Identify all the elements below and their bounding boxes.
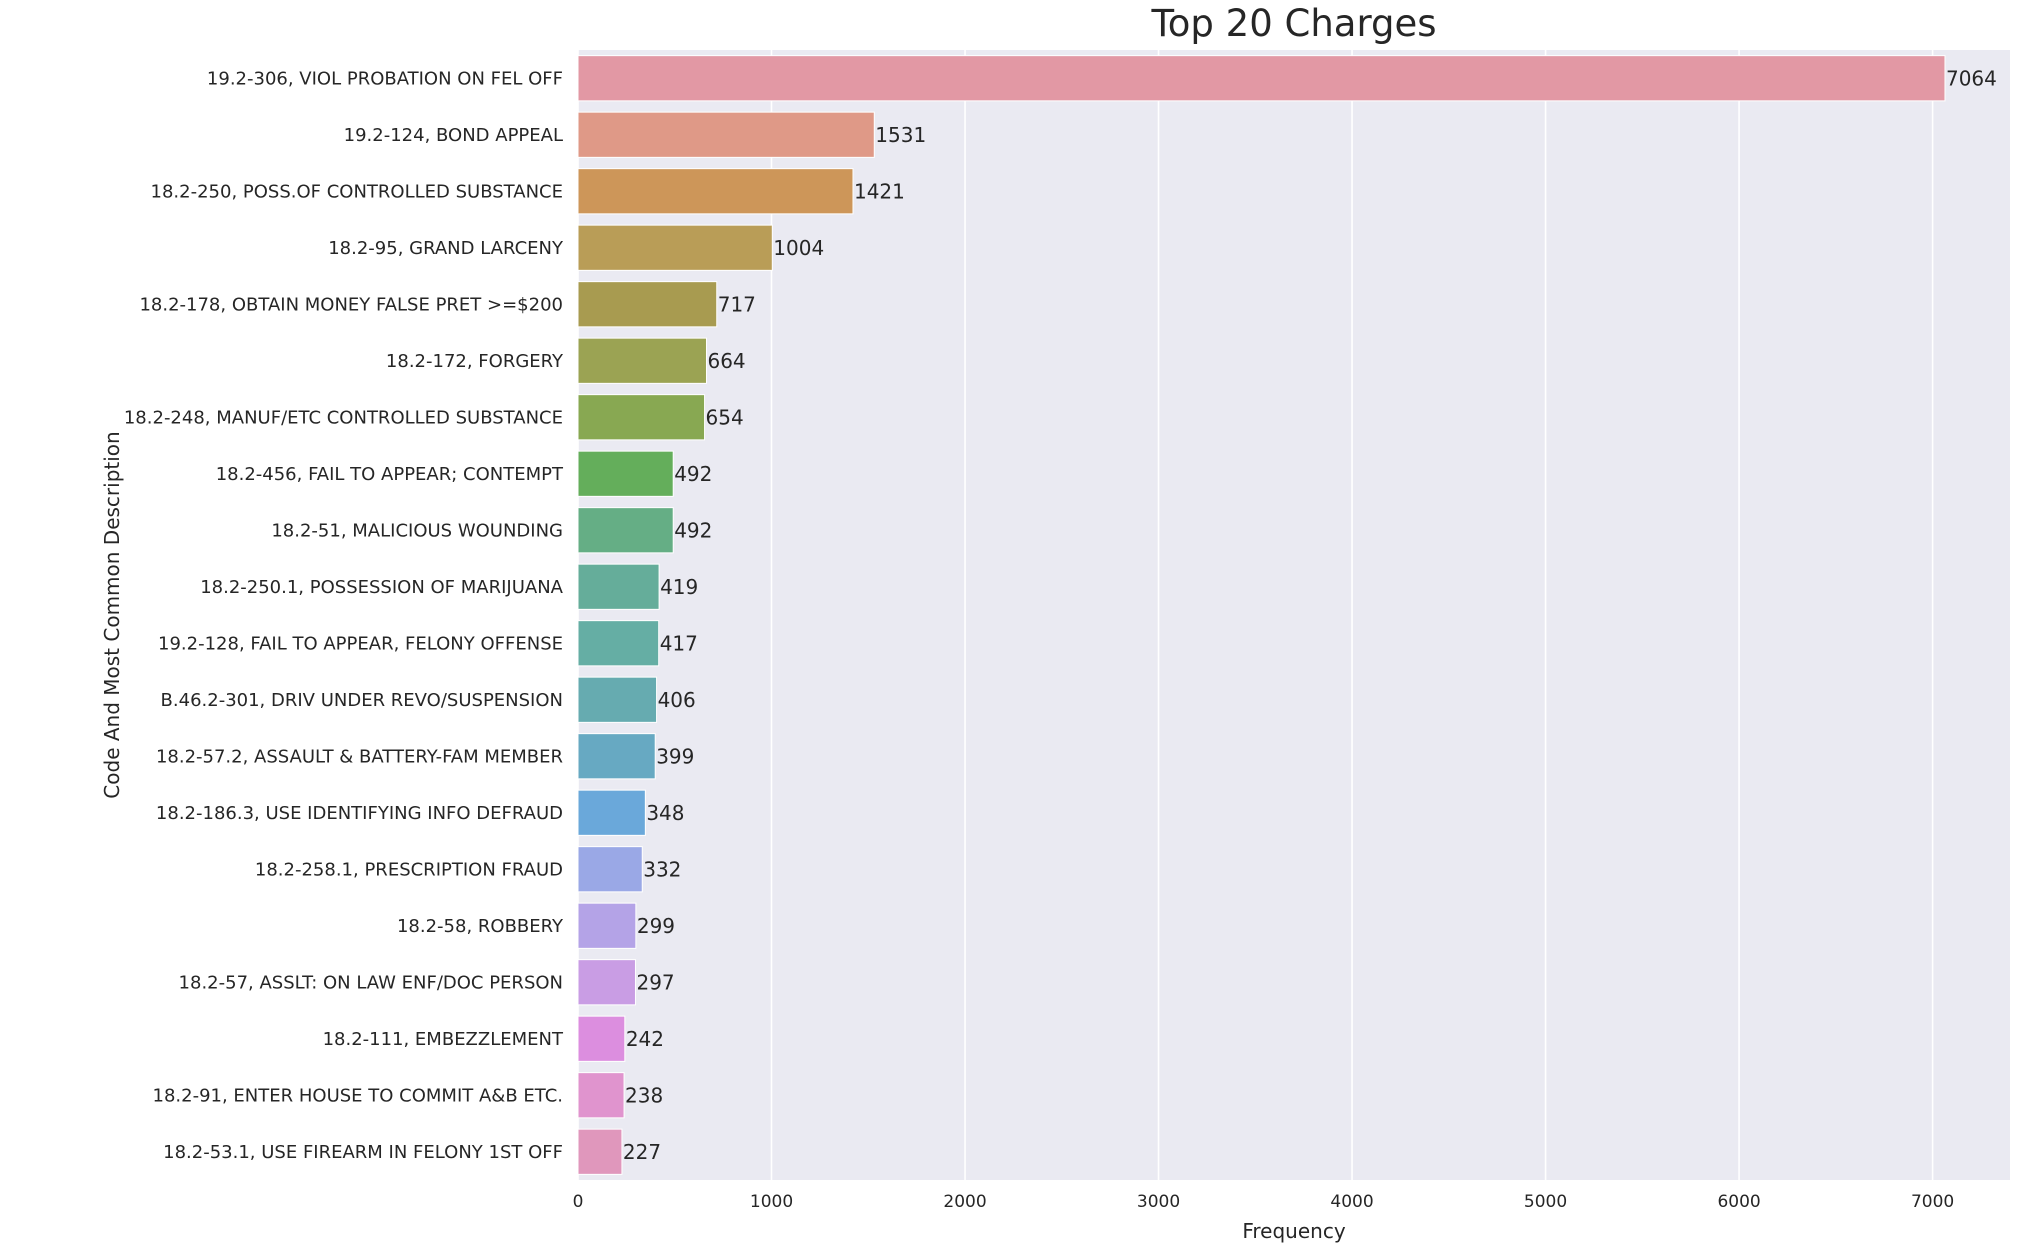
bar-value-label: 664 — [707, 349, 745, 373]
bar — [577, 902, 637, 949]
x-tick-label: 4000 — [1330, 1192, 1373, 1212]
bar-value-label: 297 — [636, 970, 674, 994]
y-tick-label: 18.2-53.1, USE FIREARM IN FELONY 1ST OFF — [163, 1142, 563, 1163]
bar — [577, 789, 646, 836]
bar-value-label: 399 — [656, 744, 694, 768]
y-tick-label: 18.2-91, ENTER HOUSE TO COMMIT A&B ETC. — [153, 1085, 563, 1106]
bar — [577, 168, 854, 215]
bar — [577, 507, 674, 554]
x-axis-label: Frequency — [1242, 1219, 1345, 1243]
y-tick-label: 18.2-95, GRAND LARCENY — [328, 238, 564, 259]
y-tick-label: 18.2-57, ASSLT: ON LAW ENF/DOC PERSON — [179, 972, 563, 993]
y-tick-label: 18.2-250.1, POSSESSION OF MARIJUANA — [200, 577, 563, 598]
x-tick-label: 5000 — [1524, 1192, 1567, 1212]
bar-value-label: 1004 — [773, 236, 824, 260]
bar — [577, 563, 660, 610]
y-tick-label: B.46.2-301, DRIV UNDER REVO/SUSPENSION — [161, 690, 563, 711]
y-tick-label: 18.2-258.1, PRESCRIPTION FRAUD — [255, 859, 563, 880]
bar — [577, 620, 660, 667]
bar-value-label: 332 — [643, 857, 681, 881]
bar — [577, 676, 658, 723]
bar — [577, 1072, 625, 1119]
y-tick-label: 18.2-172, FORGERY — [386, 351, 564, 372]
bar-value-label: 7064 — [1946, 66, 1997, 90]
x-tick-label: 7000 — [1911, 1192, 1954, 1212]
x-axis-ticks: 0 1000 2000 3000 4000 5000 6000 7000 — [573, 1192, 1955, 1212]
y-tick-label: 18.2-51, MALICIOUS WOUNDING — [271, 520, 563, 541]
x-tick-label: 0 — [573, 1192, 584, 1212]
x-tick-label: 2000 — [943, 1192, 986, 1212]
y-tick-label: 19.2-128, FAIL TO APPEAR, FELONY OFFENSE — [158, 633, 563, 654]
bars — [577, 55, 1946, 1175]
y-tick-label: 18.2-456, FAIL TO APPEAR; CONTEMPT — [216, 464, 564, 485]
bar-value-label: 227 — [623, 1140, 661, 1164]
x-tick-label: 1000 — [750, 1192, 793, 1212]
y-tick-label: 18.2-178, OBTAIN MONEY FALSE PRET >=$200 — [139, 294, 563, 315]
y-tick-label: 19.2-306, VIOL PROBATION ON FEL OFF — [207, 68, 563, 89]
bar — [577, 450, 674, 497]
bar-value-label: 242 — [626, 1027, 664, 1051]
y-tick-label: 19.2-124, BOND APPEAL — [344, 125, 563, 146]
bar-value-label: 1531 — [875, 123, 926, 147]
bar-value-label: 238 — [625, 1083, 663, 1107]
bar-value-label: 492 — [674, 518, 712, 542]
bar-value-label: 492 — [674, 462, 712, 486]
bar — [577, 224, 773, 271]
bar-value-label: 299 — [637, 914, 675, 938]
bar — [577, 394, 706, 441]
bar-value-label: 1421 — [854, 179, 905, 203]
bar — [577, 111, 875, 158]
y-tick-label: 18.2-58, ROBBERY — [397, 916, 564, 937]
value-labels: 7064 1531 1421 1004 717 664 654 492 492 419 417 406… — [623, 66, 1997, 1164]
bar — [577, 1128, 623, 1175]
bar-value-label: 419 — [660, 575, 698, 599]
plot-background — [578, 50, 2010, 1180]
y-tick-label: 18.2-111, EMBEZZLEMENT — [323, 1029, 564, 1050]
bar-value-label: 406 — [658, 688, 696, 712]
bar — [577, 846, 643, 893]
bar — [577, 55, 1946, 102]
bar — [577, 959, 636, 1006]
y-tick-label: 18.2-186.3, USE IDENTIFYING INFO DEFRAUD — [156, 803, 563, 824]
y-tick-label: 18.2-248, MANUF/ETC CONTROLLED SUBSTANCE — [124, 407, 563, 428]
bar-value-label: 348 — [646, 801, 684, 825]
bar — [577, 1015, 626, 1062]
y-axis-ticks: 19.2-306, VIOL PROBATION ON FEL OFF 19.2-… — [124, 68, 564, 1163]
bar-value-label: 654 — [706, 405, 744, 429]
y-axis-label: Code And Most Common Description — [100, 431, 124, 798]
bar — [577, 337, 707, 384]
bar — [577, 281, 718, 328]
bar — [577, 733, 656, 780]
bar-value-label: 717 — [718, 292, 756, 316]
chart-title: Top 20 Charges — [1150, 2, 1436, 45]
x-tick-label: 3000 — [1137, 1192, 1180, 1212]
y-tick-label: 18.2-57.2, ASSAULT & BATTERY-FAM MEMBER — [156, 746, 563, 767]
bar-value-label: 417 — [660, 631, 698, 655]
y-tick-label: 18.2-250, POSS.OF CONTROLLED SUBSTANCE — [151, 181, 563, 202]
x-tick-label: 6000 — [1717, 1192, 1760, 1212]
